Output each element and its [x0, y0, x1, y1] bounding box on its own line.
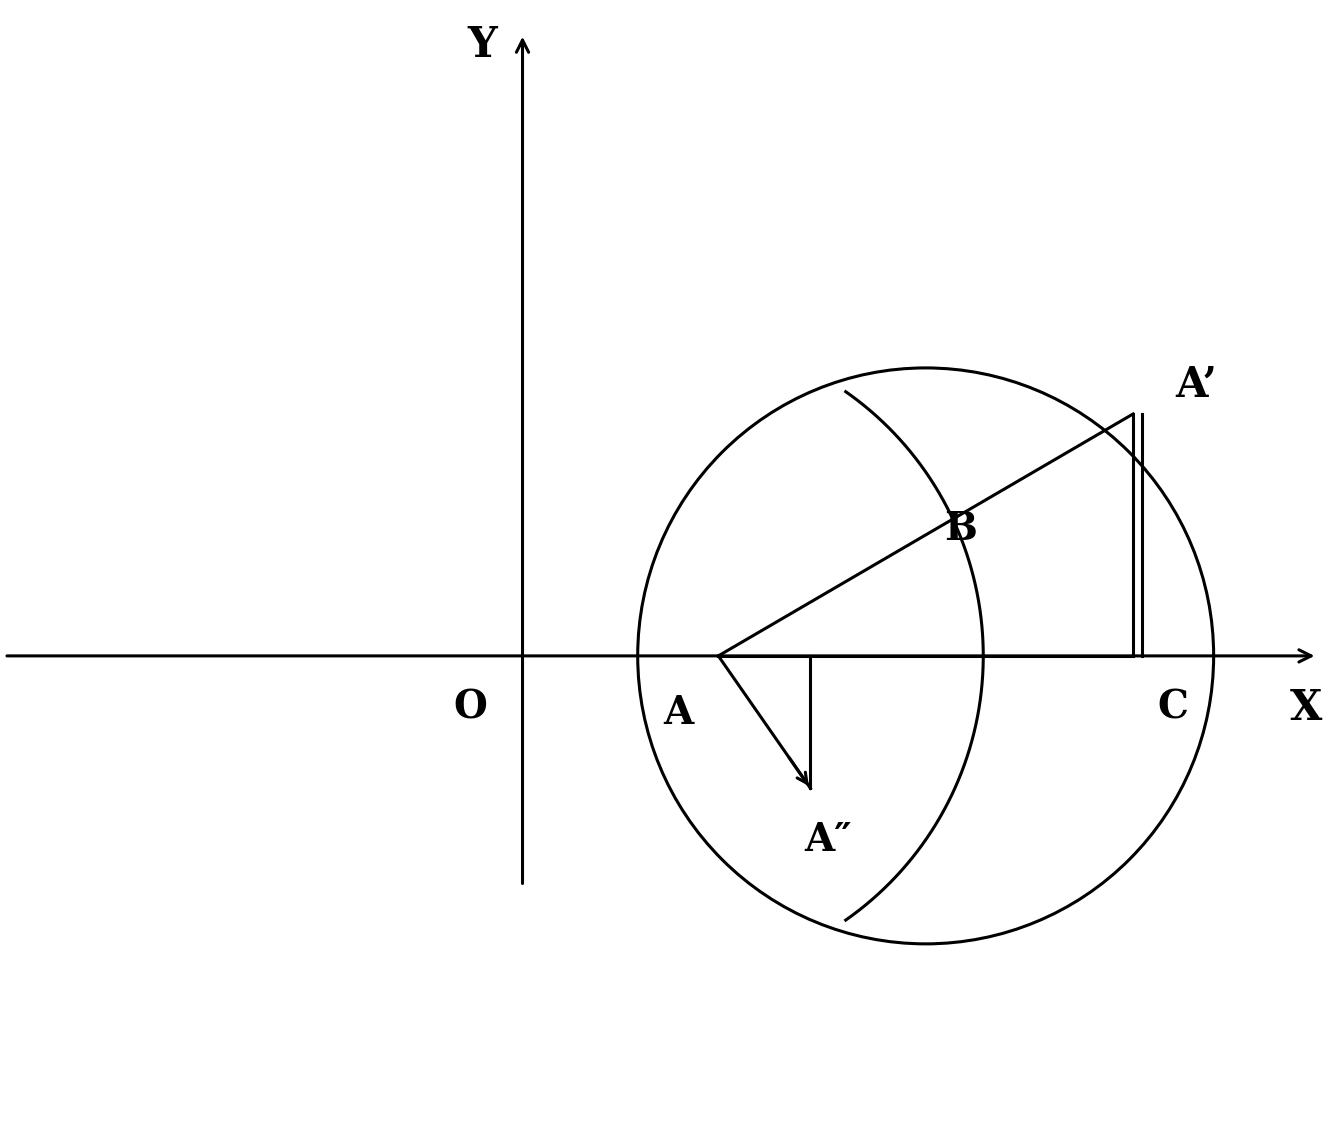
Text: A’: A’	[1176, 364, 1217, 407]
Text: C: C	[1158, 689, 1189, 727]
Text: O: O	[453, 689, 488, 727]
Text: Y: Y	[468, 24, 497, 66]
Text: A″: A″	[804, 821, 852, 859]
Text: X: X	[1289, 687, 1322, 729]
Text: B: B	[944, 510, 977, 548]
Text: A: A	[663, 695, 693, 732]
